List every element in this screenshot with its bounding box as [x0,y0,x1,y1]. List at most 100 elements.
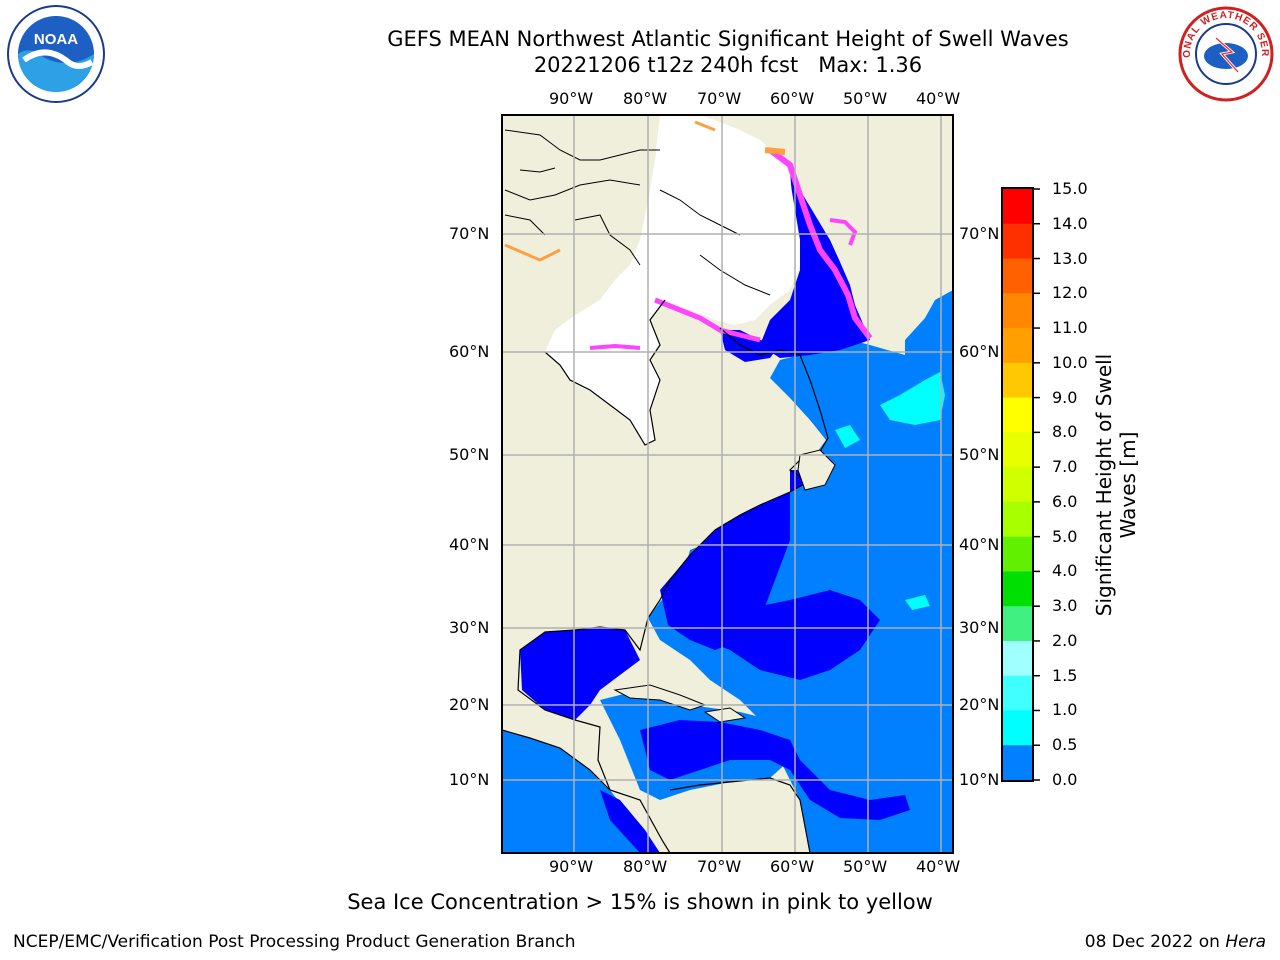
lat-label-right: 20°N [959,695,1000,714]
lon-label-top: 50°W [843,89,888,108]
lon-label-top: 60°W [770,89,815,108]
colorbar-tick-label: 12.0 [1052,283,1088,303]
colorbar-tick-label: 1.5 [1052,665,1078,685]
lat-label-left: 70°N [449,224,490,243]
lat-label-left: 50°N [449,445,490,464]
colorbar-tick-label: 10.0 [1052,352,1088,372]
lat-label-right: 60°N [959,342,1000,361]
sea-ice-edge [504,243,561,262]
lat-label-left: 60°N [449,342,490,361]
cyan-swell-patch [880,372,945,425]
lat-label-right: 30°N [959,618,1000,637]
lon-label-bottom: 80°W [623,857,668,876]
central-atlantic-low-swell [700,590,880,680]
colorbar-tick-label: 3.0 [1052,596,1078,616]
footer-host: Hera [1225,932,1266,952]
lat-label-right: 50°N [959,445,1000,464]
coastline-cuba [613,684,707,711]
colorbar-tick-label: 7.0 [1052,457,1078,477]
arctic-land-ice [545,115,800,445]
colorbar-bin [1003,606,1032,642]
colorbar [1001,187,1040,782]
footer-branch: NCEP/EMC/Verification Post Processing Pr… [13,932,576,952]
colorbar-bin [1003,293,1032,329]
colorbar-bin [1003,675,1032,711]
title-line-1: GEFS MEAN Northwest Atlantic Significant… [387,27,1069,51]
footer-date: 08 Dec 2022 on Hera [1085,932,1266,952]
footer-date-text: 08 Dec 2022 on [1084,932,1220,952]
labrador-sea-low-swell [760,170,870,358]
lat-label-left: 40°N [449,535,490,554]
sea-ice-edge [764,147,786,155]
colorbar-tick-label: 8.0 [1052,422,1078,442]
colorbar-bin [1003,467,1032,503]
colorbar-tick-label: 11.0 [1052,318,1088,338]
lat-label-right: 40°N [959,535,1000,554]
lon-label-bottom: 90°W [549,857,594,876]
colorbar-bin [1003,258,1032,294]
gulf-of-mexico [520,627,640,720]
lon-label-top: 90°W [549,89,594,108]
lat-label-left: 10°N [449,770,490,789]
colorbar-bin [1003,397,1032,433]
pacific-low-swell [600,790,660,853]
colorbar-bin [1003,189,1032,225]
noaa-logo-text: NOAA [34,31,78,48]
colorbar-bin [1003,501,1032,538]
colorbar-tick-label: 4.0 [1052,561,1078,581]
cyan-swell-patch [905,595,930,610]
colorbar-label: Significant Height of Swell Waves [m] [1092,354,1140,616]
lon-label-top: 80°W [623,89,668,108]
chart-title: GEFS MEAN Northwest Atlantic Significant… [0,26,1280,78]
lat-label-left: 20°N [449,695,490,714]
colorbar-tick-label: 14.0 [1052,213,1088,233]
lat-label-right: 70°N [959,224,1000,243]
greenland [700,115,953,340]
map-border [501,114,954,854]
cyan-swell-patch [835,425,860,448]
caribbean-low-swell [640,720,910,820]
colorbar-tick-label: 1.0 [1052,700,1078,720]
colorbar-bin [1003,432,1032,468]
colorbar-label-line-1: Significant Height of Swell [1092,353,1116,617]
colorbar-bin [1003,571,1032,607]
lon-label-bottom: 40°W [916,857,961,876]
colorbar-bin [1003,710,1032,746]
lon-label-top: 40°W [916,89,961,108]
colorbar-tick-label: 13.0 [1052,248,1088,268]
east-coast-low-swell [660,470,808,650]
coastline-newfoundland [797,449,836,491]
sea-ice-edge [768,147,873,340]
colorbar-bin [1003,745,1032,781]
lon-label-top: 70°W [697,89,742,108]
colorbar-bin [1003,362,1032,399]
coastline [502,729,611,791]
coastline [669,777,811,853]
noaa-logo: NOAA [7,5,105,103]
colorbar-tick-label: 9.0 [1052,387,1078,407]
colorbar-tick-label: 0.5 [1052,735,1078,755]
coastline-arctic-islands [504,129,771,296]
sea-ice-edge [694,120,716,132]
coastline [517,327,829,853]
title-line-2: 20221206 t12z 240h fcst Max: 1.36 [533,53,923,77]
colorbar-label-line-2: Waves [m] [1116,431,1140,539]
colorbar-bin [1003,328,1032,364]
graticule [502,115,953,853]
lat-label-left: 30°N [449,618,490,637]
atlantic-ocean [648,290,953,853]
colorbar-tick-label: 15.0 [1052,179,1088,198]
colorbar-tick-label: 2.0 [1052,630,1078,650]
sea-ice-caption: Sea Ice Concentration > 15% is shown in … [347,890,933,914]
lon-label-bottom: 60°W [770,857,815,876]
colorbar-tick-label: 0.0 [1052,770,1078,789]
colorbar-bin [1003,640,1032,677]
sea-ice-edge [589,343,641,350]
nws-logo: NATIONAL WEATHER SERVICE [1176,4,1274,102]
sea-ice-edge [829,218,858,246]
colorbar-tick-label: 5.0 [1052,526,1078,546]
colorbar-bin [1003,536,1032,572]
lat-label-right: 10°N [959,770,1000,789]
lon-label-bottom: 50°W [843,857,888,876]
